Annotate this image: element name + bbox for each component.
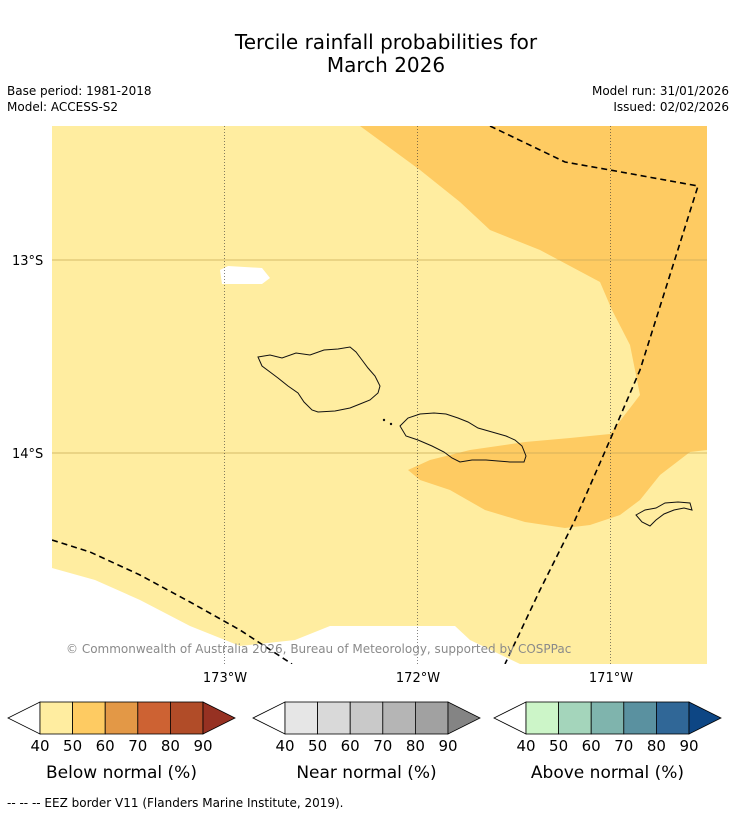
colorbar-3: 40 50 60 70 80 90 Above normal (%) bbox=[493, 701, 722, 783]
colorbar-max-triangle bbox=[688, 701, 722, 735]
eez-border bbox=[52, 126, 700, 664]
colorbar-segment bbox=[137, 701, 171, 735]
upolu-island bbox=[399, 412, 527, 463]
below-normal-50-60-north bbox=[360, 126, 707, 528]
colorbar-tick-label: 60 bbox=[341, 737, 360, 755]
colorbar-tick-label: 90 bbox=[438, 737, 457, 755]
colorbar-segment bbox=[414, 701, 449, 735]
title-line-1: Tercile rainfall probabilities for bbox=[234, 30, 538, 54]
colorbar-max-triangle bbox=[447, 701, 481, 735]
colorbar-min-triangle bbox=[7, 701, 41, 735]
islet-1 bbox=[382, 418, 386, 422]
colorbar-tick-label: 50 bbox=[63, 737, 82, 755]
colorbar-tick-label: 50 bbox=[549, 737, 568, 755]
lat-label-13s: 13°S bbox=[12, 254, 43, 269]
model-name: Model: ACCESS-S2 bbox=[7, 100, 119, 114]
colorbar-segment bbox=[104, 701, 139, 735]
colorbar-tick-label: 80 bbox=[161, 737, 180, 755]
lon-label-173w: 173°W bbox=[203, 671, 247, 686]
colorbar-segment bbox=[169, 701, 204, 735]
colorbar-segment bbox=[382, 701, 416, 735]
colorbar-tick-label: 70 bbox=[373, 737, 392, 755]
map-title: Tercile rainfall probabilities for March… bbox=[0, 31, 736, 77]
colorbar-segment bbox=[623, 701, 657, 735]
colorbar-min-triangle bbox=[252, 701, 286, 735]
colorbar-segment bbox=[317, 701, 351, 735]
colorbar-1: 40 50 60 70 80 90 Below normal (%) bbox=[7, 701, 236, 783]
issued-date: Issued: 02/02/2026 bbox=[613, 100, 729, 114]
lon-label-172w: 172°W bbox=[396, 671, 440, 686]
colorbar-segment bbox=[349, 701, 384, 735]
graticule bbox=[52, 259, 707, 454]
copyright-text: © Commonwealth of Australia 2026, Bureau… bbox=[66, 642, 571, 656]
colorbar-tick-label: 90 bbox=[679, 737, 698, 755]
colorbar-segment bbox=[590, 701, 625, 735]
colorbar-max-triangle bbox=[202, 701, 236, 735]
lat-label-14s: 14°S bbox=[12, 447, 43, 462]
islet-2 bbox=[389, 422, 393, 426]
colorbar-label: Below normal (%) bbox=[46, 763, 197, 783]
colorbar-tick-label: 90 bbox=[193, 737, 212, 755]
below-normal-40-50-region bbox=[52, 126, 707, 664]
colorbar-min-triangle bbox=[493, 701, 527, 735]
base-period: Base period: 1981-2018 bbox=[7, 84, 152, 98]
colorbar-tick-label: 50 bbox=[308, 737, 327, 755]
colorbar-label: Near normal (%) bbox=[296, 763, 436, 783]
axis-labels: 13°S 14°S 173°W 172°W 171°W bbox=[12, 254, 633, 686]
colorbar-segment bbox=[558, 701, 592, 735]
colorbar-segment bbox=[656, 701, 690, 735]
tutuila-island bbox=[635, 501, 693, 527]
no-data-area bbox=[220, 266, 270, 284]
savaii-island bbox=[257, 346, 381, 413]
colorbar-segment bbox=[72, 701, 106, 735]
colorbar-segment bbox=[284, 701, 318, 735]
meta-right: Model run: 31/01/2026 Issued: 02/02/2026 bbox=[592, 83, 729, 115]
title-line-2: March 2026 bbox=[326, 53, 446, 77]
colorbar-tick-label: 60 bbox=[582, 737, 601, 755]
colorbar-tick-label: 40 bbox=[275, 737, 294, 755]
colorbar-tick-label: 40 bbox=[30, 737, 49, 755]
colorbar-tick-label: 40 bbox=[516, 737, 535, 755]
colorbar-label: Above normal (%) bbox=[531, 763, 684, 783]
lon-label-171w: 171°W bbox=[589, 671, 633, 686]
colorbars: 40 50 60 70 80 90 Below normal (%) 40 50 60 70 80 90… bbox=[7, 701, 722, 783]
colorbar-segment bbox=[525, 701, 559, 735]
model-run: Model run: 31/01/2026 bbox=[591, 84, 729, 98]
map-panel bbox=[52, 126, 707, 664]
meta-left: Base period: 1981-2018 Model: ACCESS-S2 bbox=[7, 83, 152, 115]
colorbar-tick-label: 80 bbox=[406, 737, 425, 755]
colorbar-tick-label: 70 bbox=[614, 737, 633, 755]
eez-footnote: -- -- -- EEZ border V11 (Flanders Marine… bbox=[7, 796, 344, 810]
colorbar-tick-label: 80 bbox=[647, 737, 666, 755]
colorbar-segment bbox=[39, 701, 73, 735]
colorbar-tick-label: 70 bbox=[128, 737, 147, 755]
colorbar-tick-label: 60 bbox=[96, 737, 115, 755]
